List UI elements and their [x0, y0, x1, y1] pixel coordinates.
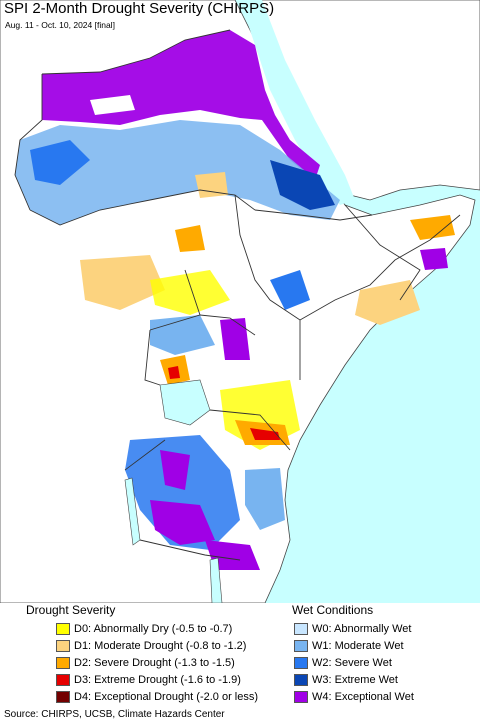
wet-purple-lake [160, 450, 190, 490]
legend-label-w0: W0: Abnormally Wet [312, 623, 412, 635]
swatch-d2 [56, 657, 70, 669]
legend-label-d2: D2: Severe Drought (-1.3 to -1.5) [74, 657, 235, 669]
drought-legend-heading: Drought Severity [26, 603, 116, 617]
lake-malawi [209, 557, 223, 603]
legend-label-d4: D4: Exceptional Drought (-2.0 or less) [74, 691, 259, 703]
legend-label-w3: W3: Extreme Wet [312, 674, 398, 686]
legend-item-d3: D3: Extreme Drought (-1.6 to -1.9) [56, 673, 241, 687]
legend-item-w4: W4: Exceptional Wet [294, 690, 414, 704]
legend-label-d0: D0: Abnormally Dry (-0.5 to -0.7) [74, 623, 233, 635]
swatch-d3 [56, 674, 70, 686]
drought-map [0, 0, 480, 603]
swatch-w3 [294, 674, 308, 686]
legend-item-w3: W3: Extreme Wet [294, 673, 398, 687]
wet-ethiopia-north [270, 160, 335, 210]
legend-item-w0: W0: Abnormally Wet [294, 622, 411, 636]
wet-ethiopia-south [270, 270, 310, 310]
wet-west-sudan [30, 140, 90, 185]
dry-patch-sudan [195, 172, 228, 198]
legend-label-d3: D3: Extreme Drought (-1.6 to -1.9) [74, 674, 241, 686]
map-title: SPI 2-Month Drought Severity (CHIRPS) [4, 0, 275, 17]
swatch-w2 [294, 657, 308, 669]
lake-victoria [159, 379, 211, 426]
swatch-w1 [294, 640, 308, 652]
source-credit: Source: CHIRPS, UCSB, Climate Hazards Ce… [4, 709, 225, 720]
country-borders [14, 29, 461, 561]
swatch-w4 [294, 691, 308, 703]
wet-purple-tanzania [150, 500, 215, 545]
wet-purple-uganda [220, 318, 250, 360]
map-subtitle: Aug. 11 - Oct. 10, 2024 [final] [5, 20, 115, 30]
legend: Drought Severity Wet Conditions D0: Abno… [0, 603, 480, 707]
swatch-d0 [56, 623, 70, 635]
swatch-d4 [56, 691, 70, 703]
legend-item-d2: D2: Severe Drought (-1.3 to -1.5) [56, 656, 235, 670]
legend-label-w1: W1: Moderate Wet [312, 640, 404, 652]
red-sea [240, 0, 355, 205]
wet-purple-somalia [420, 248, 448, 270]
legend-item-w2: W2: Severe Wet [294, 656, 392, 670]
legend-label-w4: W4: Exceptional Wet [312, 691, 414, 703]
purple-region-north [42, 30, 320, 180]
wet-legend-heading: Wet Conditions [292, 603, 374, 617]
swatch-w0 [294, 623, 308, 635]
dry-patch-ssudan [80, 255, 165, 310]
white-patch [90, 95, 135, 115]
wet-band-sudan [15, 120, 340, 225]
extreme-dry-uganda [168, 366, 180, 379]
extreme-dry-kenya [250, 428, 280, 440]
wet-tanzania-east [245, 468, 285, 530]
legend-label-d1: D1: Moderate Drought (-0.8 to -1.2) [74, 640, 247, 652]
legend-item-w1: W1: Moderate Wet [294, 639, 404, 653]
legend-label-w2: W2: Severe Wet [312, 657, 392, 669]
swatch-d1 [56, 640, 70, 652]
legend-item-d4: D4: Exceptional Drought (-2.0 or less) [56, 690, 258, 704]
dry-patch-somaliland [410, 215, 455, 240]
legend-item-d1: D1: Moderate Drought (-0.8 to -1.2) [56, 639, 246, 653]
wet-purple-south [205, 540, 260, 570]
map-area [0, 0, 480, 603]
dry-patch-ss-3 [175, 225, 205, 252]
dry-patch-ssudan-2 [150, 270, 230, 315]
dry-patch-somalia [355, 280, 420, 325]
legend-item-d0: D0: Abnormally Dry (-0.5 to -0.7) [56, 622, 232, 636]
